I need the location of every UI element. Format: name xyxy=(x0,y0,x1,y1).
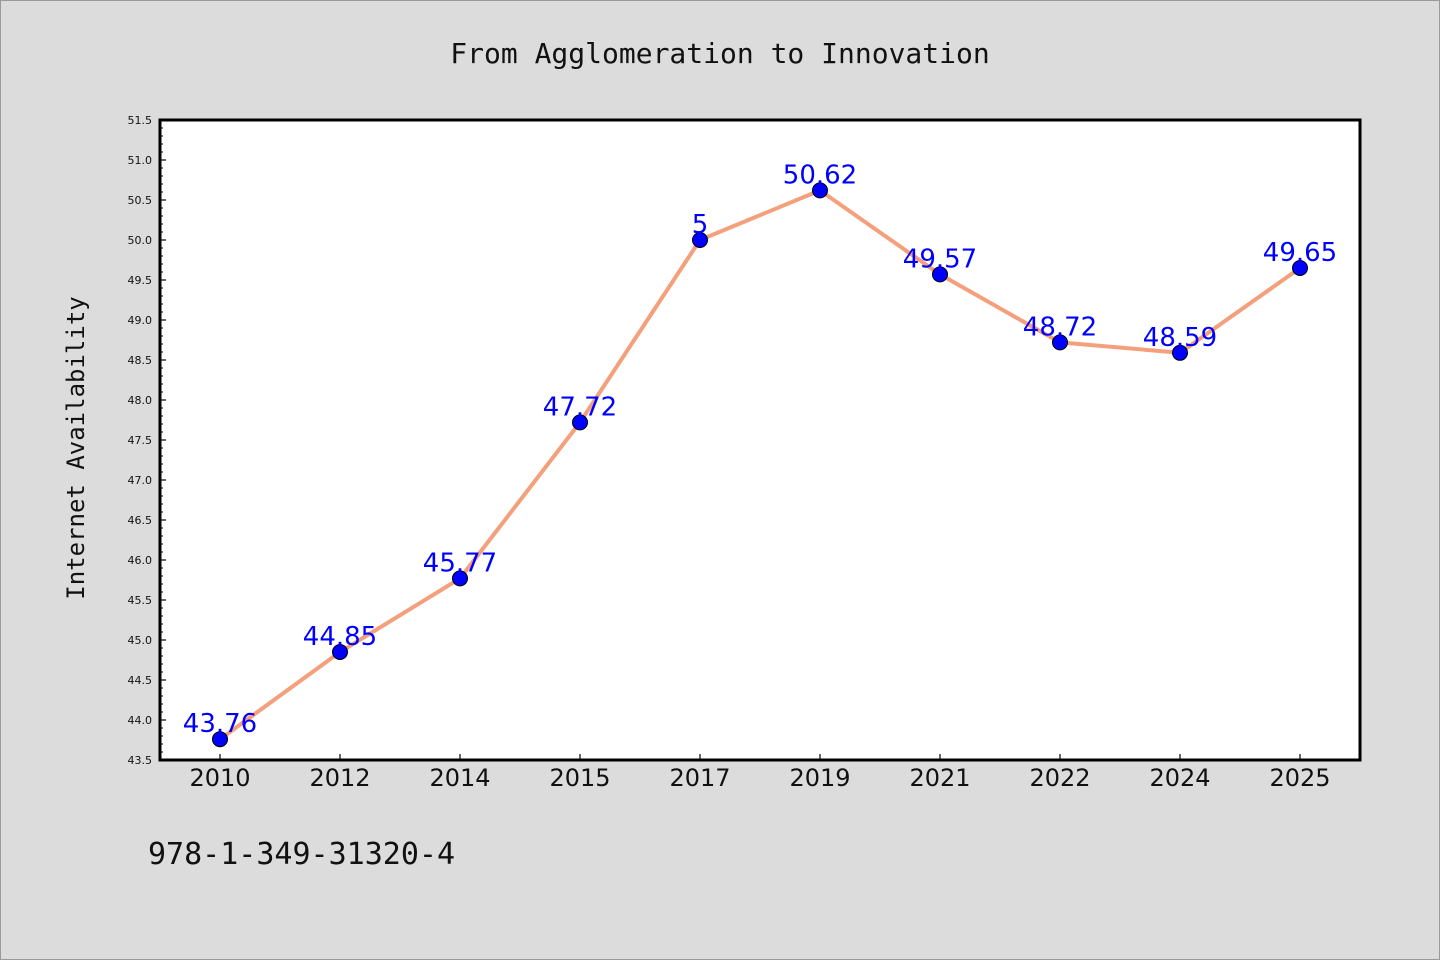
data-point xyxy=(212,731,228,748)
data-label: 50.62 xyxy=(783,160,857,190)
y-axis-label: Internet Availability xyxy=(62,296,90,599)
data-labels: 43.76 44.85 45.77 47.72 5 50.62 49.57 48.72 48.5… xyxy=(183,160,1337,739)
y-tick-label: 44.0 xyxy=(128,714,153,727)
data-label: 49.65 xyxy=(1263,238,1337,268)
series-line-group xyxy=(212,182,1308,748)
y-tick-label: 46.5 xyxy=(128,514,153,527)
y-tick-label: 48.0 xyxy=(128,394,153,407)
x-tick-label: 2019 xyxy=(789,764,850,792)
data-label: 45.77 xyxy=(423,548,497,578)
data-label: 48.72 xyxy=(1023,312,1097,342)
data-point xyxy=(692,232,708,248)
y-tick-label: 46.0 xyxy=(128,554,153,567)
data-point xyxy=(1292,260,1308,276)
data-label: 48.59 xyxy=(1143,323,1217,353)
x-tick-label: 2015 xyxy=(549,764,610,792)
plot-area xyxy=(158,118,1362,762)
y-tick-label: 44.5 xyxy=(128,674,153,687)
data-label: 44.85 xyxy=(303,622,377,652)
y-tick-label: 50.0 xyxy=(128,234,153,247)
data-point xyxy=(812,182,828,199)
y-tick-label: 47.0 xyxy=(128,474,153,487)
x-tick-label: 2021 xyxy=(909,764,970,792)
data-point xyxy=(572,414,588,431)
y-tick-label: 48.5 xyxy=(128,354,153,367)
data-label: 5 xyxy=(692,210,709,240)
data-label: 49.57 xyxy=(903,244,977,274)
y-tick-label: 47.5 xyxy=(128,434,153,447)
x-tick-label: 2017 xyxy=(669,764,730,792)
x-tick-label: 2024 xyxy=(1149,764,1210,792)
data-point xyxy=(932,266,948,283)
y-tick-label: 49.0 xyxy=(128,314,153,327)
y-tick-label: 43.5 xyxy=(128,754,153,767)
data-point xyxy=(332,644,348,660)
y-tick-label: 45.0 xyxy=(128,634,153,647)
footnote-isbn: 978-1-349-31320-4 xyxy=(148,837,455,872)
data-label: 43.76 xyxy=(183,709,257,739)
y-axis-ticks: 43.5 44.0 44.5 45.0 45.5 46.0 46.5 47.0 47.5 48.0… xyxy=(128,114,166,767)
x-tick-label: 2012 xyxy=(309,764,370,792)
x-tick-label: 2010 xyxy=(189,764,250,792)
y-tick-label: 45.5 xyxy=(128,594,153,607)
y-tick-label: 51.0 xyxy=(128,154,153,167)
x-tick-label: 2014 xyxy=(429,764,490,792)
data-point xyxy=(1052,334,1068,351)
data-label: 47.72 xyxy=(543,392,617,422)
x-axis-ticks: 2010 2012 2014 2015 2017 2019 2021 2022 2024 2025 xyxy=(189,754,1331,792)
data-point xyxy=(1172,344,1188,361)
x-tick-label: 2025 xyxy=(1269,764,1330,792)
x-tick-label: 2022 xyxy=(1029,764,1090,792)
y-tick-label: 49.5 xyxy=(128,274,153,287)
y-tick-label: 50.5 xyxy=(128,194,153,207)
series-line xyxy=(218,188,1302,742)
y-tick-label: 51.5 xyxy=(128,114,153,127)
data-point xyxy=(452,570,468,587)
chart-title: From Agglomeration to Innovation xyxy=(450,37,989,70)
